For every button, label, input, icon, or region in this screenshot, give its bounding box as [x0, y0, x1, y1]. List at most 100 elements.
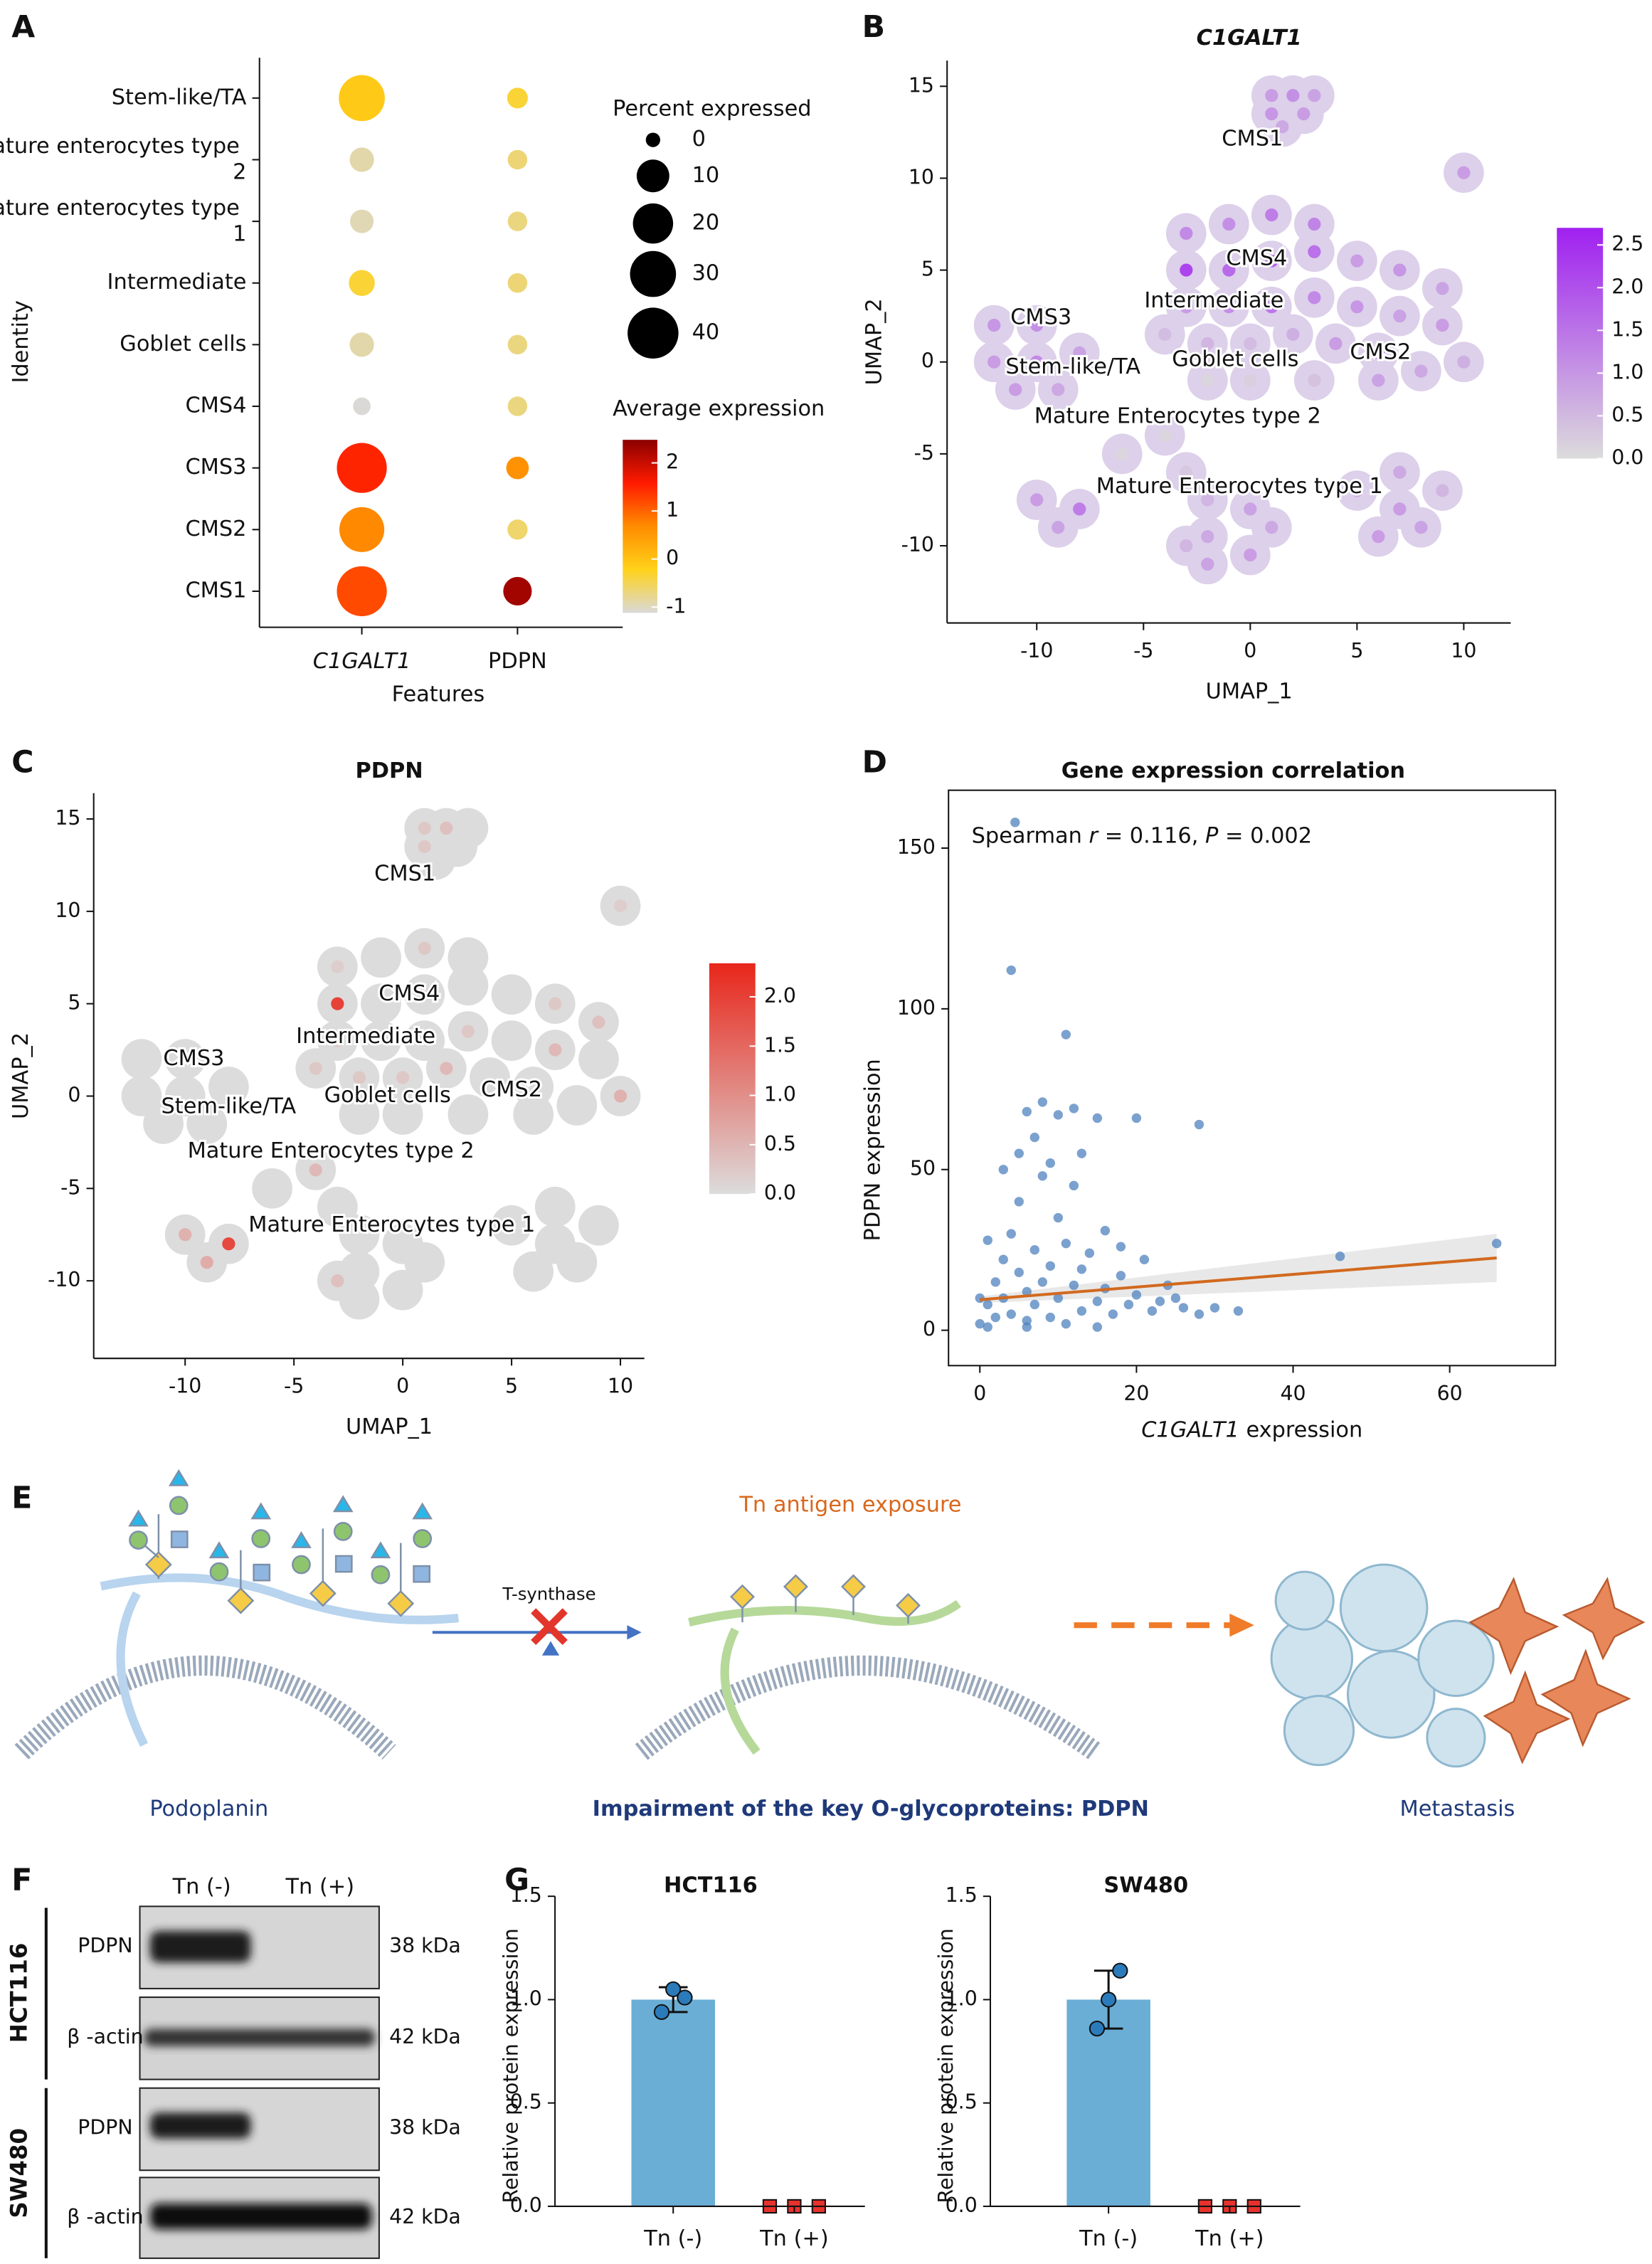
- x-tick-label: 20: [1123, 1382, 1149, 1405]
- point: [1233, 1306, 1244, 1316]
- cell-point: [352, 1265, 366, 1279]
- cell-point: [396, 1071, 410, 1084]
- y-tick-label: Stem-like/TA: [112, 85, 247, 110]
- annotation-part: = 0.116,: [1098, 823, 1205, 848]
- point: [1116, 1271, 1126, 1281]
- membrane: [635, 1655, 1102, 1760]
- dot: [337, 443, 387, 493]
- point: [1069, 1180, 1079, 1191]
- dot: [349, 270, 375, 296]
- y-tick-label: 100: [897, 996, 936, 1020]
- cell-point: [1393, 263, 1407, 277]
- metastatic-cells: [1468, 1577, 1646, 1765]
- protein-label: PDPN: [78, 1934, 132, 1957]
- cell-point: [1201, 493, 1214, 507]
- y-tick-label: 15: [55, 806, 80, 830]
- x-tick-label: Tn (-): [1079, 2226, 1138, 2251]
- point: [1037, 1097, 1047, 1107]
- colorbar: [623, 440, 657, 613]
- western-blot: Tn (-) Tn (+) HCT116 SW480 PDPN β -actin…: [5, 1875, 461, 2259]
- cell-point: [1180, 300, 1193, 314]
- tn-antigens: [730, 1574, 921, 1624]
- cell-point: [1436, 318, 1449, 332]
- fit-line: [980, 1256, 1497, 1301]
- panel-label: D: [862, 746, 887, 781]
- panel-label: E: [11, 1481, 32, 1515]
- label-line: Mature enterocytes type: [0, 134, 246, 159]
- cell-point: [1244, 548, 1257, 562]
- bar: [631, 1999, 715, 2206]
- y-axis-label: Identity: [9, 300, 33, 383]
- point: [1108, 1309, 1118, 1319]
- cell-point: [1201, 557, 1214, 571]
- cell-point: [1372, 530, 1385, 544]
- point: [1006, 1229, 1016, 1239]
- x-tick-label: 10: [1451, 639, 1476, 662]
- cell-point: [1393, 465, 1407, 479]
- cell-point: [1308, 374, 1321, 387]
- size-label: 38 kDa: [389, 2115, 461, 2139]
- cell-point: [331, 1274, 344, 1288]
- point: [1084, 1248, 1095, 1258]
- cell-point: [352, 1292, 366, 1306]
- replicate-point: [1089, 2020, 1106, 2037]
- point: [998, 1165, 1008, 1175]
- cell-point: [1350, 484, 1364, 497]
- diagram: T-synthase Tn antigen exposure Podoplani…: [14, 1469, 1646, 1821]
- cell-point: [988, 318, 1001, 332]
- point: [1014, 1148, 1024, 1158]
- dot: [349, 147, 374, 172]
- x-axis-label-part: expression: [1239, 1417, 1362, 1442]
- point: [1100, 1225, 1111, 1236]
- point: [1006, 1309, 1016, 1319]
- cell-point: [134, 1052, 149, 1066]
- cell-point: [331, 1034, 344, 1047]
- y-tick-label: -10: [901, 533, 934, 556]
- cell-point: [1457, 166, 1471, 179]
- membrane: [14, 1655, 396, 1760]
- x-axis-label: UMAP_1: [1206, 679, 1293, 704]
- chart-title: SW480: [1103, 1873, 1188, 1898]
- cell-point: [1030, 318, 1044, 332]
- y-tick-label: 150: [897, 835, 936, 859]
- point: [1053, 1293, 1064, 1303]
- y-tick-label: -5: [60, 1175, 80, 1199]
- cell-point: [1180, 539, 1193, 553]
- colorbar-tick-label: 2: [666, 450, 679, 474]
- cell-point: [461, 978, 475, 992]
- cell-point: [1308, 217, 1321, 231]
- replicate-point: [665, 1981, 682, 1998]
- point: [1061, 1238, 1071, 1249]
- y-tick-label: 1.0: [946, 1987, 978, 2010]
- replicate-point: [677, 1989, 693, 2006]
- plot-frame: [948, 789, 1557, 1367]
- dot: [507, 396, 528, 416]
- cell-point: [570, 1099, 583, 1112]
- cell-point: [1265, 107, 1278, 121]
- point: [1053, 1212, 1064, 1223]
- panel-label: F: [11, 1863, 32, 1898]
- point: [983, 1235, 992, 1245]
- x-tick-label: 5: [505, 1375, 518, 1398]
- cell-point: [1329, 337, 1343, 351]
- size-label: 42 kDa: [389, 2025, 461, 2048]
- dot: [350, 209, 374, 233]
- legend-label: 10: [692, 163, 720, 188]
- colorbar-tick-label: -1: [666, 594, 686, 618]
- band: [149, 2112, 251, 2139]
- cell-point: [1009, 383, 1022, 396]
- x-tick-label: Tn (+): [759, 2226, 829, 2251]
- cluster-label: Intermediate: [296, 1024, 435, 1049]
- cell-point: [1201, 374, 1214, 387]
- cell-point: [1244, 337, 1257, 351]
- cell-point: [428, 853, 443, 867]
- cluster-label: CMS4: [1226, 246, 1287, 271]
- replicate-point: [653, 2004, 670, 2021]
- cluster-label: Goblet cells: [1172, 347, 1298, 372]
- cell-point: [440, 821, 453, 835]
- x-axis-label: Features: [392, 682, 485, 707]
- point: [1076, 1306, 1087, 1316]
- cell-point: [352, 1108, 366, 1121]
- cluster-label: Mature Enterocytes type 1: [1096, 474, 1383, 499]
- point: [1022, 1286, 1032, 1297]
